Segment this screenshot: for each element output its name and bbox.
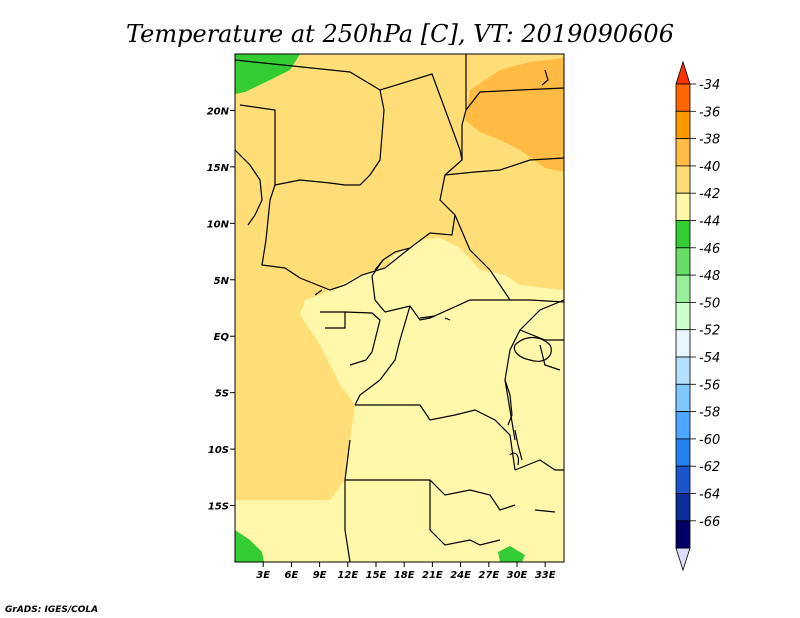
colorbar-swatch (675, 493, 691, 522)
colorbar-swatch (675, 274, 691, 303)
x-tick-label: 15E (366, 570, 387, 581)
colorbar-swatch (675, 110, 691, 140)
colorbar-swatch (675, 247, 691, 276)
colorbar-label: -54 (699, 351, 720, 366)
field-central-pale (390, 238, 480, 440)
colorbar-label: -58 (699, 406, 720, 421)
y-tick-label: 15S (208, 502, 229, 513)
colorbar-swatch (675, 165, 691, 194)
x-axis: 3E 6E 9E 12E 15E 18E 21E 24E 27E 30E 33E (256, 562, 556, 581)
colorbar-swatch (675, 356, 691, 385)
x-tick-label: 9E (313, 570, 327, 581)
colorbar-label: -56 (699, 378, 720, 393)
y-tick-label: 10N (207, 219, 230, 230)
country-borders (234, 54, 565, 563)
colorbar-label: -60 (699, 433, 720, 448)
colorbar-label: -44 (699, 215, 720, 230)
colorbar-label: -48 (699, 269, 720, 284)
colorbar-swatch (675, 220, 691, 249)
x-tick-label: 3E (256, 570, 270, 581)
field-green-southeast (498, 546, 525, 562)
colorbar-swatch (675, 301, 691, 331)
colorbar-swatch (675, 329, 691, 358)
colorbar-swatch (675, 138, 691, 167)
colorbar-label: -42 (699, 187, 720, 202)
colorbar-label: -46 (699, 242, 720, 257)
grads-credit: GrADS: IGES/COLA (5, 605, 98, 615)
colorbar-max-triangle (675, 60, 691, 85)
x-tick-label: 33E (535, 570, 556, 581)
y-tick-label: 5S (215, 389, 229, 400)
field-green-southwest (235, 530, 264, 562)
x-tick-label: 24E (450, 570, 471, 581)
colorbar-label: -36 (699, 105, 720, 120)
colorbar-label: -62 (699, 460, 720, 475)
y-axis: 20N 15N 10N 5N EQ 5S 10S 15S (207, 106, 235, 513)
field-light-orange (235, 54, 564, 500)
colorbar-swatch (675, 383, 691, 412)
y-tick-label: 5N (214, 276, 230, 287)
y-tick-label: EQ (214, 332, 230, 343)
colorbar-label: -40 (699, 160, 720, 175)
x-tick-label: 6E (285, 570, 299, 581)
y-tick-label: 10S (208, 445, 229, 456)
colorbar-label: -50 (699, 296, 720, 311)
colorbar-swatch (675, 465, 691, 494)
map-panel: 3E 6E 9E 12E 15E 18E 21E 24E 27E 30E 33E 20N 15N 10N… (207, 53, 565, 581)
colorbar-swatch (675, 438, 691, 467)
x-tick-label: 27E (478, 570, 499, 581)
colorbar-label: -66 (699, 515, 720, 530)
field-warm-core (465, 58, 564, 172)
x-tick-label: 21E (422, 570, 443, 581)
chart-title: Temperature at 250hPa [C], VT: 201909060… (126, 20, 674, 48)
field-green-northwest (235, 54, 300, 94)
x-tick-label: 30E (507, 570, 528, 581)
colorbar: -34 -36 -38 -40 -42 -44 -46 -48 -50 -52 -54 -56 -58 -… (675, 60, 720, 572)
colorbar-label: -64 (699, 488, 720, 503)
colorbar-swatch (675, 411, 691, 440)
colorbar-label: -38 (699, 133, 720, 148)
x-tick-label: 18E (394, 570, 415, 581)
colorbar-swatch (675, 83, 691, 112)
y-tick-label: 20N (207, 106, 230, 117)
colorbar-label: -34 (699, 78, 720, 93)
lakes (314, 69, 556, 513)
colorbar-label: -52 (699, 324, 720, 339)
colorbar-min-triangle (675, 547, 691, 572)
x-tick-label: 12E (337, 570, 358, 581)
map-frame (234, 53, 565, 563)
colorbar-swatch (675, 520, 691, 549)
colorbar-swatch (675, 192, 691, 221)
y-tick-label: 15N (207, 163, 230, 174)
